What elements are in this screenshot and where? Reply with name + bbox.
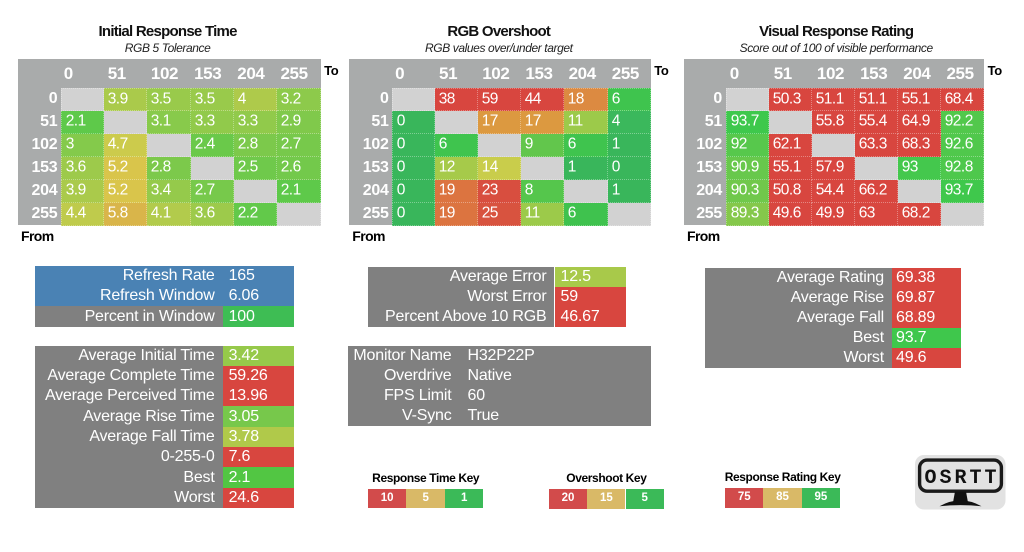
svg-text:OSRTT: OSRTT xyxy=(924,467,999,490)
